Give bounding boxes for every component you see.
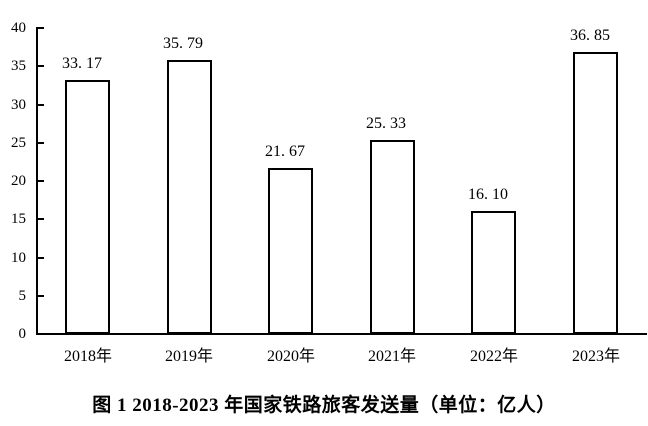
x-category-label: 2023年	[571, 348, 620, 365]
x-category-label: 2018年	[63, 348, 112, 365]
y-tick-label: 30	[11, 97, 26, 113]
y-tick	[38, 65, 44, 67]
bar	[370, 140, 415, 334]
y-tick	[38, 27, 44, 29]
y-axis-line	[36, 27, 38, 335]
y-tick-label: 35	[11, 58, 26, 74]
bar	[167, 60, 212, 334]
bar-value-label: 35. 79	[163, 35, 203, 52]
y-tick	[38, 104, 44, 106]
bar-value-label: 16. 10	[468, 186, 508, 203]
bar	[268, 168, 313, 334]
y-tick-label: 10	[11, 250, 26, 266]
bar-value-label: 21. 67	[265, 143, 305, 160]
x-category-label: 2021年	[367, 348, 416, 365]
y-tick-label: 20	[11, 173, 26, 189]
y-tick-label: 5	[18, 288, 27, 304]
y-tick	[38, 180, 44, 182]
y-tick-label: 40	[11, 20, 26, 36]
x-category-label: 2022年	[469, 348, 518, 365]
bar	[573, 52, 618, 334]
y-tick	[38, 218, 44, 220]
bar	[65, 80, 110, 334]
y-tick-label: 25	[11, 135, 26, 151]
y-tick-label: 15	[11, 211, 26, 227]
y-tick-label: 0	[18, 326, 27, 342]
y-tick	[38, 257, 44, 259]
x-axis-line	[36, 333, 647, 335]
y-tick	[38, 142, 44, 144]
x-category-label: 2019年	[164, 348, 213, 365]
bar-value-label: 33. 17	[62, 55, 102, 72]
bar	[471, 211, 516, 334]
x-category-label: 2020年	[266, 348, 315, 365]
y-tick	[38, 295, 44, 297]
figure-caption: 图 1 2018-2023 年国家铁路旅客发送量（单位：亿人）	[92, 395, 556, 416]
bar-value-label: 25. 33	[366, 115, 406, 132]
bar-value-label: 36. 85	[570, 27, 610, 44]
